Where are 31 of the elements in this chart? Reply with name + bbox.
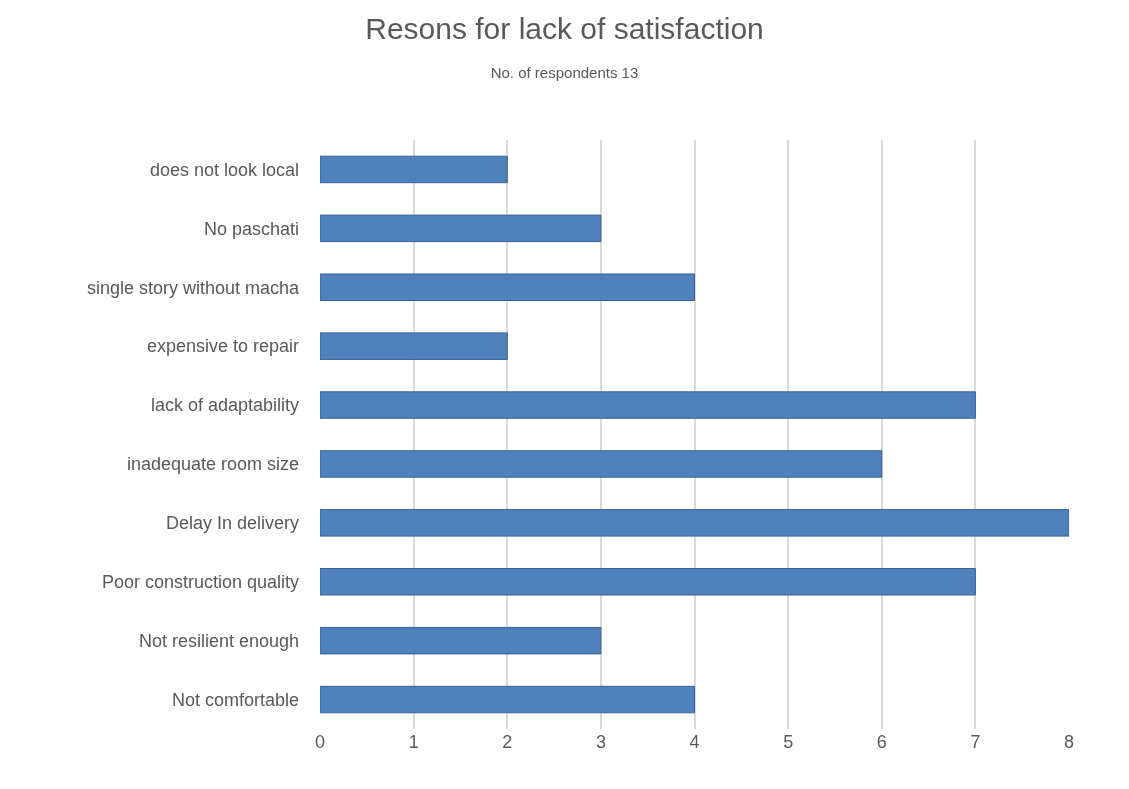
x-tick-label: 6 [876,732,887,752]
bar [320,273,695,301]
x-tick-label: 7 [970,732,981,752]
y-tick-label: does not look local [149,159,299,180]
bar [320,214,602,243]
x-tick-label: 8 [1063,732,1075,752]
y-tick-label: Delay In delivery [165,513,299,534]
y-tick-label: Poor construction quality [101,572,299,593]
x-tick-label: 1 [408,732,419,752]
chart-title: Resons for lack of satisfaction [365,12,764,46]
bar [320,332,508,360]
bar [320,509,1069,537]
y-tick-label: expensive to repair [146,336,299,357]
bar [320,450,883,478]
x-tick-label: 2 [502,732,513,752]
y-tick-label: No paschati [203,218,299,239]
bar [320,568,976,596]
bar [320,626,602,655]
y-tick-label: inadequate room size [126,454,299,475]
y-tick-label: single story without macha [86,277,300,298]
chart-subtitle: No. of respondents 13 [490,64,639,82]
bar [320,155,508,184]
x-tick-label: 5 [783,732,794,752]
bar [320,685,695,714]
x-tick-label: 0 [314,732,326,752]
y-tick-label: Not comfortable [171,689,299,710]
y-tick-label: lack of adaptability [150,395,299,416]
x-tick-label: 3 [595,732,606,752]
x-tick-label: 4 [689,732,700,752]
y-tick-label: Not resilient enough [138,630,299,651]
bar [320,391,976,419]
